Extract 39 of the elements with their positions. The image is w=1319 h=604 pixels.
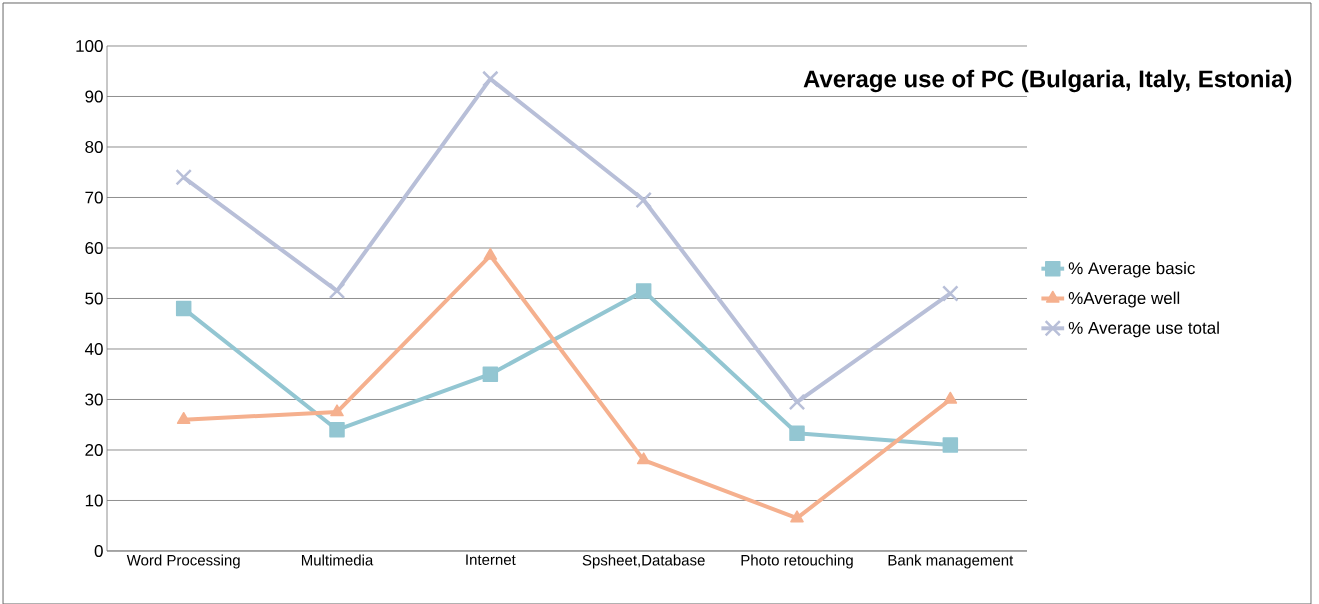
y-tick-label: 40 — [84, 342, 103, 355]
x-tick-label: Bank management — [888, 554, 1014, 569]
x-tick-label: Multimedia — [301, 554, 374, 566]
point — [482, 366, 499, 382]
y-tick-label: 30 — [85, 393, 103, 406]
point — [328, 282, 346, 299]
point — [635, 282, 652, 299]
point — [635, 191, 652, 209]
text: Average use of PC (Bulgaria, Italy, Estonia) — [803, 69, 1292, 92]
x-tick-label: Spsheet,Database — [582, 554, 705, 569]
point — [176, 411, 191, 424]
x-tick-label: Word Processing — [126, 554, 240, 569]
point — [483, 247, 498, 260]
legend-label: % Average basic — [1068, 261, 1195, 278]
x-tick-label: Photo retouching — [741, 554, 853, 569]
y-tick-label: 80 — [85, 140, 103, 153]
point — [329, 421, 345, 438]
y-tick-label: 90 — [85, 90, 103, 103]
point — [942, 436, 959, 453]
y-tick-label: 70 — [85, 191, 103, 204]
y-tick-label: 20 — [85, 443, 103, 456]
point — [942, 284, 959, 302]
point — [788, 393, 806, 411]
y-tick-label: 50 — [85, 292, 103, 305]
legend-label: % Average use total — [1068, 321, 1219, 338]
point — [943, 391, 958, 404]
point — [175, 168, 192, 186]
y-tick-label: 10 — [85, 494, 103, 507]
point — [482, 70, 499, 87]
point — [175, 300, 192, 317]
point — [330, 404, 344, 417]
y-tick-label: 60 — [85, 241, 103, 254]
point — [789, 425, 805, 441]
point — [636, 452, 651, 465]
legend-label: %Average well — [1068, 291, 1180, 308]
point — [790, 510, 804, 523]
y-tick-label: 0 — [94, 544, 103, 557]
y-tick-label: 100 — [76, 39, 103, 52]
x-tick-label: Internet — [466, 554, 516, 565]
